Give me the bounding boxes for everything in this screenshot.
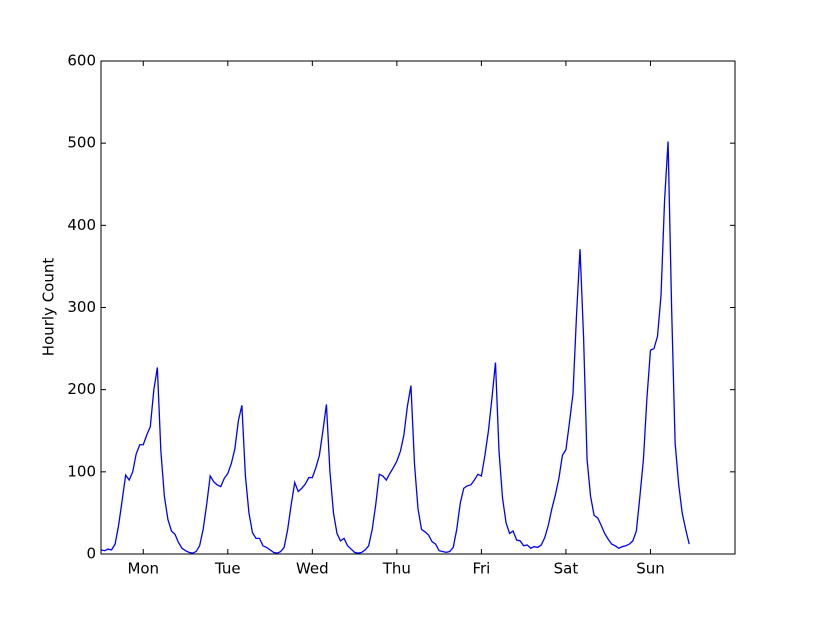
x-tick-label: Sat [554, 560, 579, 578]
x-tick-label: Fri [472, 560, 490, 578]
x-tick-label: Tue [214, 560, 241, 578]
y-tick-label: 100 [67, 462, 96, 480]
x-tick-label: Thu [382, 560, 411, 578]
y-tick-label: 500 [67, 134, 96, 152]
y-tick-label: 200 [67, 380, 96, 398]
y-tick-label: 300 [67, 298, 96, 316]
y-tick-label: 400 [67, 216, 96, 234]
x-tick-label: Mon [127, 560, 159, 578]
data-line [100, 141, 690, 554]
x-tick-label: Wed [296, 560, 329, 578]
y-axis-label: Hourly Count [40, 258, 58, 357]
y-tick-label: 0 [86, 545, 96, 563]
x-tick-label: Sun [636, 560, 665, 578]
y-tick-label: 600 [67, 52, 96, 70]
